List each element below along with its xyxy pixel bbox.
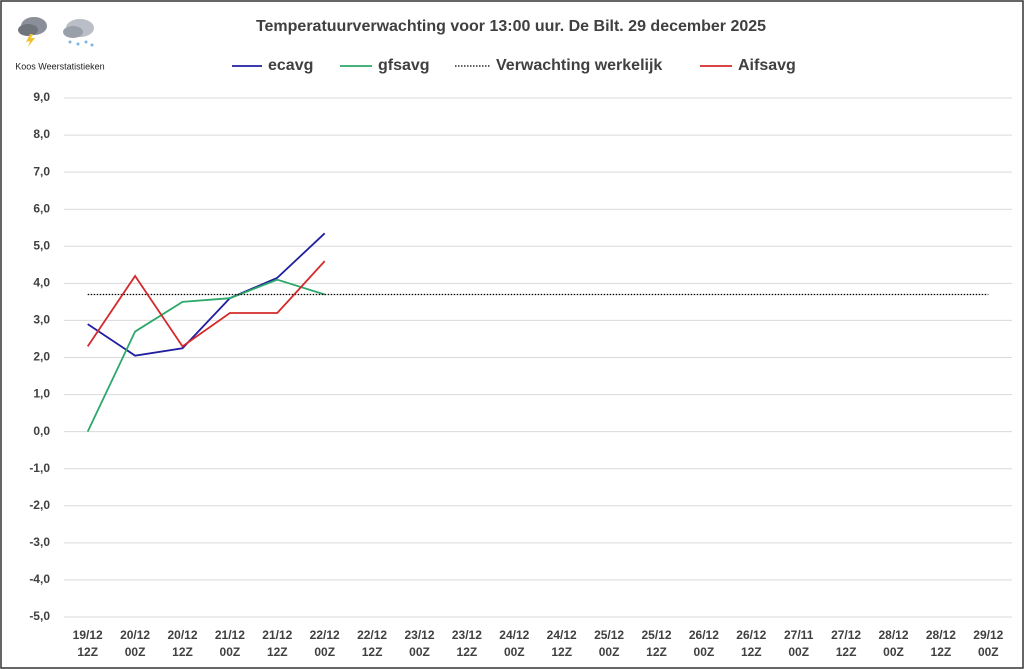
x-tick-time: 00Z <box>409 645 430 659</box>
x-tick-label: 21/12 00Z <box>215 628 245 659</box>
x-tick-date: 22/12 <box>310 628 340 642</box>
x-tick-time: 00Z <box>788 645 809 659</box>
x-tick-label: 20/12 12Z <box>167 628 197 659</box>
x-tick-date: 23/12 <box>452 628 482 642</box>
x-tick-date: 29/12 <box>973 628 1003 642</box>
x-tick-time: 12Z <box>172 645 193 659</box>
y-tick-label: 6,0 <box>33 201 50 215</box>
x-tick-time: 00Z <box>694 645 715 659</box>
y-tick-label: 0,0 <box>33 424 50 438</box>
x-tick-time: 12Z <box>836 645 857 659</box>
x-tick-time: 00Z <box>220 645 241 659</box>
x-tick-date: 20/12 <box>167 628 197 642</box>
legend-label: Verwachting werkelijk <box>496 57 662 74</box>
y-tick-label: 1,0 <box>33 387 50 401</box>
x-tick-label: 27/11 00Z <box>784 628 814 659</box>
y-tick-label: -2,0 <box>29 498 50 512</box>
x-tick-date: 23/12 <box>404 628 434 642</box>
x-tick-date: 27/11 <box>784 628 814 642</box>
x-tick-label: 22/12 00Z <box>310 628 340 659</box>
x-tick-label: 29/12 00Z <box>973 628 1003 659</box>
x-tick-label: 28/12 00Z <box>878 628 908 659</box>
x-tick-date: 26/12 <box>736 628 766 642</box>
x-tick-date: 21/12 <box>215 628 245 642</box>
x-tick-label: 22/12 12Z <box>357 628 387 659</box>
y-tick-label: -1,0 <box>29 461 50 475</box>
x-tick-label: 26/12 00Z <box>689 628 719 659</box>
logo <box>18 17 94 47</box>
x-tick-label: 23/12 12Z <box>452 628 482 659</box>
x-tick-label: 20/12 00Z <box>120 628 150 659</box>
x-tick-time: 12Z <box>931 645 952 659</box>
y-tick-label: 2,0 <box>33 350 50 364</box>
chart-title: Temperatuurverwachting voor 13:00 uur. D… <box>256 18 766 35</box>
x-tick-date: 25/12 <box>641 628 671 642</box>
y-tick-label: 3,0 <box>33 313 50 327</box>
x-tick-date: 27/12 <box>831 628 861 642</box>
x-tick-date: 28/12 <box>878 628 908 642</box>
x-tick-label: 26/12 12Z <box>736 628 766 659</box>
x-tick-time: 12Z <box>741 645 762 659</box>
x-tick-date: 25/12 <box>594 628 624 642</box>
x-tick-label: 24/12 12Z <box>547 628 577 659</box>
x-tick-time: 12Z <box>267 645 288 659</box>
x-tick-time: 00Z <box>504 645 525 659</box>
series-line <box>86 260 326 348</box>
x-tick-label: 28/12 12Z <box>926 628 956 659</box>
y-tick-label: -4,0 <box>29 572 50 586</box>
x-tick-time: 12Z <box>77 645 98 659</box>
x-tick-time: 00Z <box>978 645 999 659</box>
legend-label: gfsavg <box>378 57 430 74</box>
y-tick-label: 9,0 <box>33 90 50 104</box>
y-tick-label: -3,0 <box>29 535 50 549</box>
x-tick-label: 27/12 12Z <box>831 628 861 659</box>
x-tick-time: 00Z <box>599 645 620 659</box>
x-tick-time: 00Z <box>314 645 335 659</box>
x-tick-time: 12Z <box>646 645 667 659</box>
x-tick-time: 12Z <box>362 645 383 659</box>
x-tick-time: 12Z <box>457 645 478 659</box>
series-line <box>87 232 326 357</box>
x-tick-date: 22/12 <box>357 628 387 642</box>
x-tick-label: 21/12 12Z <box>262 628 292 659</box>
y-tick-label: -5,0 <box>29 609 50 623</box>
x-tick-date: 19/12 <box>73 628 103 642</box>
x-tick-date: 21/12 <box>262 628 292 642</box>
y-tick-label: 8,0 <box>33 127 50 141</box>
x-tick-label: 23/12 00Z <box>404 628 434 659</box>
legend-label: Aifsavg <box>738 57 796 74</box>
series-line <box>86 278 325 433</box>
x-tick-date: 24/12 <box>499 628 529 642</box>
legend-label: ecavg <box>268 57 313 74</box>
y-tick-label: 5,0 <box>33 238 50 252</box>
x-tick-time: 12Z <box>551 645 572 659</box>
x-tick-date: 26/12 <box>689 628 719 642</box>
x-tick-date: 20/12 <box>120 628 150 642</box>
logo-text: Koos Weerstatistieken <box>15 61 104 71</box>
x-tick-label: 25/12 12Z <box>641 628 671 659</box>
x-tick-label: 24/12 00Z <box>499 628 529 659</box>
x-tick-date: 28/12 <box>926 628 956 642</box>
x-tick-date: 24/12 <box>547 628 577 642</box>
y-tick-label: 4,0 <box>33 276 50 290</box>
y-tick-label: 7,0 <box>33 164 50 178</box>
x-tick-time: 00Z <box>883 645 904 659</box>
x-tick-time: 00Z <box>125 645 146 659</box>
x-tick-label: 25/12 00Z <box>594 628 624 659</box>
x-tick-label: 19/12 12Z <box>73 628 103 659</box>
